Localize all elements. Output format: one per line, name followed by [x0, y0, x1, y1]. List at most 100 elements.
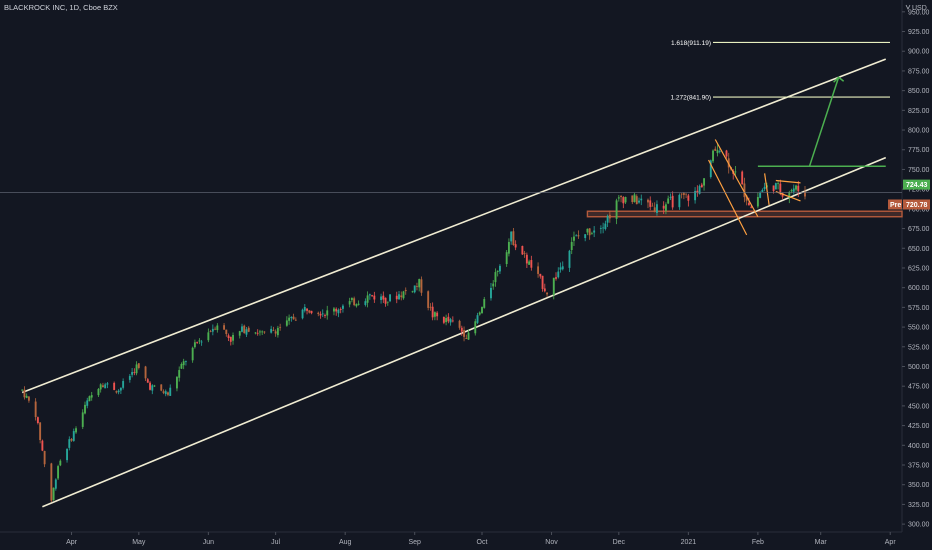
candle-down — [308, 310, 311, 314]
candle-up — [669, 193, 672, 200]
price-tick-label: 625.00 — [908, 265, 930, 272]
candle-down — [521, 245, 524, 255]
chevron-down-icon[interactable] — [905, 4, 911, 10]
last-price-tag — [903, 199, 930, 210]
candle-down — [36, 416, 39, 425]
candle-up — [355, 303, 358, 308]
candle-down — [743, 177, 746, 203]
candle-up — [357, 300, 360, 306]
candle-up — [122, 378, 125, 390]
candle-up — [350, 297, 353, 303]
candle-down — [256, 329, 259, 336]
candle-up — [698, 184, 701, 195]
candle-up — [656, 200, 658, 216]
candle-down — [631, 195, 634, 205]
candle-down — [223, 322, 226, 331]
candle-down — [324, 313, 326, 319]
candle-up — [561, 261, 564, 271]
price-axis[interactable]: 300.00 325.00 350.00 375.00 400.00 425.00 450.… — [902, 4, 930, 529]
time-tick-label: Jun — [203, 539, 214, 546]
candle-down — [685, 193, 688, 199]
candle-up — [364, 298, 367, 307]
candle-down — [167, 391, 169, 397]
candle-up — [568, 249, 571, 272]
candle-down — [741, 170, 744, 185]
price-tick-label: 500.00 — [908, 364, 930, 371]
candle-up — [792, 184, 795, 195]
candle-down — [460, 325, 463, 336]
candle-down — [451, 316, 454, 323]
price-markers: 724.43 Pre 720.78 — [0, 179, 930, 210]
candle-up — [492, 280, 495, 290]
chart-title: BLACKROCK INC, 1D, Cboe BZX — [4, 3, 118, 12]
candle-up — [718, 148, 721, 154]
candle-down — [543, 283, 546, 293]
candle-up — [321, 309, 324, 317]
candle-up — [411, 290, 414, 293]
candle-down — [442, 316, 445, 325]
candle-up — [640, 194, 643, 206]
wedge-upper-line — [714, 139, 759, 218]
candle-up — [285, 316, 288, 327]
price-tick-label: 550.00 — [908, 325, 930, 332]
price-tick-label: 825.00 — [908, 108, 930, 115]
candle-up — [88, 395, 91, 402]
candle-down — [588, 228, 591, 240]
candle-down — [447, 313, 450, 324]
flag-lower-line — [775, 190, 801, 202]
candle-up — [667, 195, 670, 205]
candle-up — [712, 149, 714, 164]
candle-down — [279, 323, 282, 331]
candle-up — [617, 194, 620, 202]
candle-up — [106, 382, 109, 389]
candle-down — [196, 341, 199, 344]
candle-up — [498, 264, 501, 275]
price-tick-label: 425.00 — [908, 423, 930, 430]
candle-up — [528, 259, 531, 265]
price-tick-label: 350.00 — [908, 482, 930, 489]
candle-up — [386, 301, 389, 306]
candle-down — [700, 182, 703, 188]
price-tick-label: 875.00 — [908, 68, 930, 75]
candle-up — [337, 308, 340, 318]
candle-up — [97, 387, 100, 398]
candle-up — [570, 237, 573, 255]
flag-left-line — [764, 173, 770, 206]
candle-down — [436, 311, 439, 321]
candle-up — [270, 325, 273, 334]
candle-up — [135, 361, 138, 376]
candle-up — [81, 409, 84, 430]
candle-down — [353, 296, 356, 307]
candle-down — [274, 329, 277, 337]
candle-down — [431, 302, 434, 321]
candle-down — [608, 210, 611, 223]
candle-down — [306, 308, 308, 315]
target-arrow-line — [808, 77, 840, 167]
time-axis[interactable]: Apr May Jun Jul Aug Sep Oct Nov Dec 2021 Feb Mar Apr — [66, 532, 896, 546]
candle-down — [404, 287, 407, 295]
candle-down — [696, 185, 699, 197]
candle-up — [584, 234, 587, 242]
candle-up — [198, 338, 201, 345]
pre-market-label: Pre — [890, 202, 901, 209]
candle-down — [39, 421, 42, 444]
candle-down — [539, 273, 542, 279]
arrow-head-icon — [833, 76, 845, 83]
candle-up — [254, 332, 257, 335]
candle-up — [303, 304, 306, 313]
candle-up — [474, 318, 477, 336]
candle-up — [481, 306, 483, 314]
time-tick-label: Feb — [752, 539, 764, 546]
time-tick-label: Sep — [408, 539, 421, 546]
candle-down — [294, 317, 297, 322]
time-tick-label: Oct — [477, 539, 488, 546]
candle-up — [151, 384, 154, 395]
price-tick-label: 750.00 — [908, 167, 930, 174]
candle-up — [449, 317, 452, 326]
candle-down — [546, 292, 548, 297]
candle-down — [209, 329, 212, 333]
candle-up — [703, 178, 706, 191]
last-price-label: 720.78 — [906, 202, 928, 209]
time-tick-label: Mar — [815, 539, 828, 546]
